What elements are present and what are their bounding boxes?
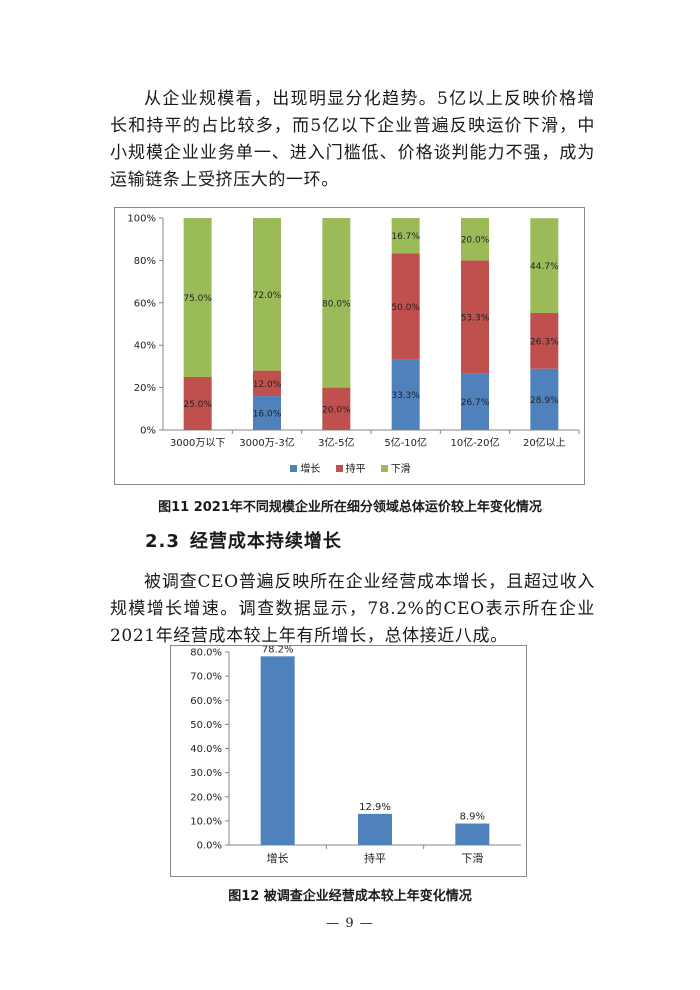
bar-segment <box>391 359 420 430</box>
data-label: 20.0% <box>322 405 351 415</box>
operating-cost-chart: 0.0% 10.0% 20.0% 30.0% 40.0% 50.0% 60.0% 70.0% 8… <box>170 645 527 877</box>
y-tick-label: 50.0% <box>190 720 222 731</box>
x-tick-label: 20亿以上 <box>523 436 566 449</box>
section-number: 2.3 <box>145 531 180 552</box>
x-tick-label: 10亿-20亿 <box>450 436 499 449</box>
y-tick-label: 60% <box>134 298 156 309</box>
bar-segment <box>183 377 212 430</box>
bar-segment <box>253 370 281 397</box>
x-tick-label: 3亿-5亿 <box>318 436 354 449</box>
bar <box>455 823 490 845</box>
bar-segment <box>461 218 489 261</box>
bar <box>358 813 392 845</box>
data-label: 50.0% <box>391 303 420 313</box>
x-tick-label: 下滑 <box>461 852 483 865</box>
bar-segment <box>253 396 281 430</box>
data-label: 44.7% <box>530 262 559 272</box>
data-label: 28.9% <box>530 396 559 406</box>
bar-segment <box>391 253 420 360</box>
y-tick-label: 30.0% <box>190 768 222 779</box>
y-tick-label: 80% <box>134 256 156 267</box>
legend-label: 持平 <box>345 464 366 475</box>
data-label: 26.7% <box>461 398 490 408</box>
chart-canvas: 0.0% 10.0% 20.0% 30.0% 40.0% 50.0% 60.0% 70.0% 8… <box>190 646 521 865</box>
figure-caption: 图12 被调查企业经营成本较上年变化情况 <box>228 889 472 904</box>
y-tick-label: 60.0% <box>190 696 222 707</box>
intro-paragraph: 从企业规模看，出现明显分化趋势。5亿以上反映价格增长和持平的占比较多，而5亿以下… <box>110 89 595 190</box>
bar-segment <box>530 368 559 430</box>
data-label: 78.2% <box>262 646 294 655</box>
y-tick-label: 100% <box>127 214 156 225</box>
company-size-freight-chart: 0%20%40%60%80%100%0.0%25.0%75.0%3000万以下1… <box>114 207 585 485</box>
bar-segment <box>322 387 351 430</box>
bar-segment <box>391 218 420 254</box>
y-tick-label: 80.0% <box>190 648 222 659</box>
bar-segment <box>183 218 212 377</box>
data-label: 20.0% <box>461 236 490 246</box>
y-tick-label: 40% <box>134 341 156 352</box>
y-tick-label: 0% <box>140 426 156 437</box>
bar-segment <box>461 260 489 374</box>
data-label: 25.0% <box>183 400 212 410</box>
legend-item-decline: 下滑 <box>380 460 411 475</box>
data-label: 26.3% <box>530 337 559 347</box>
data-label: 12.9% <box>359 802 391 813</box>
chart-legend: 增长 持平 下滑 <box>115 460 586 475</box>
x-tick-label: 3000万-3亿 <box>239 436 294 449</box>
section-heading: 2.3 经营成本持续增长 <box>145 527 342 553</box>
legend-item-growth: 增长 <box>290 460 320 475</box>
y-tick-label: 10.0% <box>190 816 222 827</box>
y-tick-label: 20.0% <box>190 792 222 803</box>
page-number: — 9 — <box>326 916 374 931</box>
legend-item-flat: 持平 <box>335 460 366 475</box>
legend-label: 增长 <box>300 464 321 475</box>
data-label: 75.0% <box>183 294 212 304</box>
bar-segment <box>530 218 559 313</box>
legend-label: 下滑 <box>390 464 411 475</box>
bar-segment <box>461 373 489 430</box>
bar-segment <box>530 312 559 369</box>
y-tick-label: 40.0% <box>190 744 222 755</box>
bar-segment <box>322 218 351 388</box>
y-tick-label: 70.0% <box>190 672 222 683</box>
data-label: 12.0% <box>253 380 282 390</box>
data-label: 80.0% <box>322 299 351 309</box>
figure-caption: 图11 2021年不同规模企业所在细分领域总体运价较上年变化情况 <box>158 500 542 515</box>
x-tick-label: 5亿-10亿 <box>384 436 427 449</box>
data-label: 33.3% <box>391 391 420 401</box>
y-tick-label: 20% <box>134 383 156 394</box>
cost-paragraph: 被调查CEO普遍反映所在企业经营成本增长，且超过收入规模增长增速。调查数据显示，… <box>110 572 595 646</box>
data-label: 16.0% <box>253 410 282 420</box>
data-label: 72.0% <box>253 291 282 301</box>
chart-canvas: 0%20%40%60%80%100%0.0%25.0%75.0%3000万以下1… <box>127 214 580 449</box>
data-label: 8.9% <box>460 812 485 823</box>
bar-segment <box>253 218 281 371</box>
y-tick-label: 0.0% <box>197 841 222 852</box>
x-tick-label: 3000万以下 <box>170 438 225 449</box>
x-tick-label: 增长 <box>267 851 289 865</box>
bar <box>260 656 295 845</box>
x-tick-label: 持平 <box>364 851 386 865</box>
section-title: 经营成本持续增长 <box>189 531 342 552</box>
data-label: 16.7% <box>391 232 420 242</box>
data-label: 53.3% <box>461 313 490 323</box>
